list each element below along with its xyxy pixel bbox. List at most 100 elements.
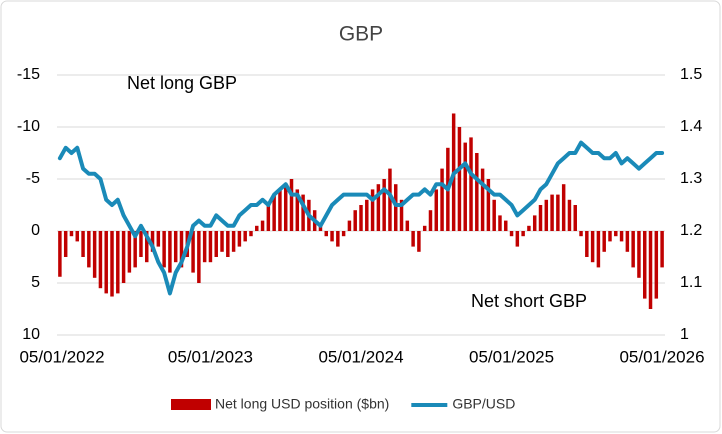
bar	[527, 225, 531, 231]
bar	[434, 189, 439, 231]
bar	[561, 184, 566, 231]
bar	[336, 231, 340, 247]
bar	[619, 231, 624, 242]
bar	[289, 179, 294, 231]
bar	[590, 231, 595, 263]
bar	[463, 142, 467, 231]
bar	[642, 231, 647, 299]
bar	[208, 231, 213, 263]
bar	[139, 231, 143, 257]
bar	[324, 231, 328, 237]
bar	[625, 231, 630, 252]
bar	[440, 168, 444, 231]
legend: Net long USD position ($bn) GBP/USD	[171, 396, 515, 412]
bar	[498, 215, 502, 231]
y2-tick-label: 1.1	[680, 274, 702, 291]
bar	[585, 231, 589, 257]
bar	[515, 231, 520, 247]
bar	[145, 231, 149, 263]
x-tick-label: 05/01/2024	[318, 347, 403, 366]
bar	[162, 231, 166, 268]
bar	[637, 231, 641, 278]
bar	[631, 231, 635, 268]
bar	[509, 231, 514, 237]
annotation: Net long GBP	[127, 73, 237, 93]
bar	[202, 231, 207, 263]
bar	[353, 210, 357, 231]
bar	[69, 231, 74, 237]
bar	[394, 184, 398, 231]
legend-label: GBP/USD	[452, 396, 515, 412]
bar	[567, 199, 572, 231]
bar	[521, 231, 525, 237]
bar	[150, 231, 155, 252]
bar	[544, 199, 549, 231]
x-tick-label: 05/01/2026	[619, 347, 704, 366]
legend-swatch	[171, 399, 211, 410]
bar	[411, 231, 415, 247]
bar	[301, 194, 305, 231]
bar	[58, 231, 62, 277]
y-tick-label: 0	[31, 222, 40, 239]
x-tick-label: 05/01/2023	[168, 347, 253, 366]
bar	[243, 231, 247, 242]
bar	[347, 220, 352, 231]
bar	[504, 220, 508, 231]
x-tick-label: 05/01/2025	[469, 347, 554, 366]
bar	[81, 231, 85, 257]
y2-tick-label: 1.3	[680, 170, 702, 187]
bar	[405, 220, 410, 231]
bar	[417, 231, 421, 252]
legend-label: Net long USD position ($bn)	[215, 396, 389, 412]
bar	[121, 231, 126, 283]
bar	[579, 231, 583, 237]
y-tick-label: -5	[26, 170, 40, 187]
bar	[116, 231, 120, 294]
bar	[614, 231, 618, 237]
bar	[365, 199, 369, 231]
y2-tick-label: 1.4	[680, 118, 702, 135]
bar	[255, 225, 259, 231]
chart-title: GBP	[339, 23, 383, 46]
bar	[475, 153, 479, 231]
bar	[173, 231, 178, 263]
bar	[370, 189, 375, 231]
bar	[550, 194, 554, 231]
bar	[573, 205, 577, 231]
bar	[272, 194, 276, 231]
bar	[376, 184, 381, 231]
bar	[480, 168, 485, 231]
bar	[87, 231, 91, 268]
bar	[341, 231, 346, 237]
bars	[58, 113, 664, 309]
bar	[197, 231, 201, 283]
bar	[608, 231, 612, 242]
y-tick-label: 5	[31, 274, 40, 291]
bar	[295, 189, 300, 231]
bar	[260, 220, 265, 231]
bar	[104, 231, 108, 294]
bar	[179, 231, 184, 268]
bar	[359, 205, 363, 231]
bar	[156, 231, 161, 247]
bar	[191, 231, 195, 273]
bar	[596, 231, 601, 268]
y-tick-label: -15	[17, 66, 40, 83]
bar	[492, 199, 496, 231]
bar	[63, 231, 68, 257]
bar	[486, 179, 491, 231]
annotation: Net short GBP	[471, 291, 587, 311]
bar	[249, 231, 253, 237]
bar	[469, 137, 473, 231]
bar	[231, 231, 236, 252]
bar	[226, 231, 230, 257]
bar	[422, 225, 427, 231]
bar	[168, 231, 172, 273]
bar	[382, 179, 386, 231]
bar	[75, 231, 80, 242]
bar	[214, 231, 218, 257]
y2-tick-label: 1.5	[680, 66, 702, 83]
bar	[330, 231, 334, 242]
y-tick-label: 10	[22, 326, 40, 343]
bar	[110, 231, 114, 297]
